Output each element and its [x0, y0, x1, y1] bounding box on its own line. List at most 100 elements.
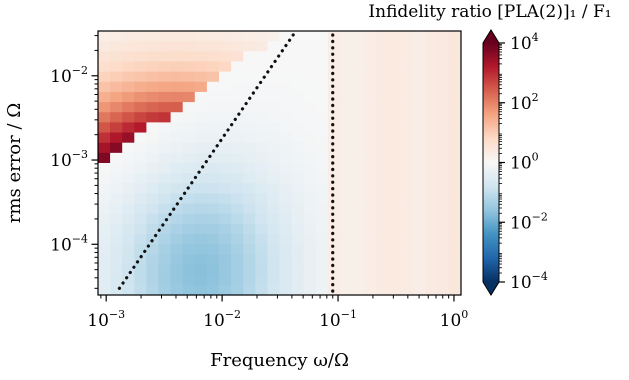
heatmap-cell [364, 274, 377, 286]
heatmap-cell [315, 91, 329, 103]
heatmap-cell [352, 213, 365, 225]
heatmap-cell [315, 234, 329, 245]
heatmap-cell [194, 71, 208, 83]
heatmap-cell [279, 284, 293, 296]
heatmap-cell [122, 31, 135, 42]
heatmap-cell [279, 61, 293, 73]
heatmap-cell [158, 213, 172, 225]
heatmap-cell [134, 102, 147, 113]
heatmap-cell [291, 81, 305, 93]
heatmap-cell [182, 91, 196, 103]
heatmap-cell [412, 264, 426, 276]
heatmap-cell [291, 41, 305, 52]
heatmap-cell [219, 183, 232, 195]
colorbar-tick-label: 10−2 [510, 210, 548, 233]
heatmap-cell [400, 71, 414, 83]
heatmap-cell [303, 213, 317, 225]
heatmap-cell [206, 41, 220, 52]
heatmap-cell [376, 61, 389, 73]
heatmap-cell [364, 203, 377, 215]
heatmap-cell [146, 142, 160, 154]
heatmap-cell [98, 61, 111, 73]
heatmap-cell [219, 264, 232, 276]
heatmap-cell [400, 193, 414, 205]
heatmap-cell [315, 142, 329, 154]
heatmap-cell [303, 142, 317, 154]
heatmap-cell [412, 223, 426, 235]
heatmap-cell [364, 152, 377, 164]
heatmap-cell [279, 274, 293, 286]
heatmap-cell [243, 71, 256, 83]
heatmap-cell [279, 71, 293, 83]
heatmap-cell [400, 51, 414, 63]
heatmap-cell [134, 193, 147, 205]
heatmap-cell [194, 81, 208, 93]
heatmap-cell [267, 81, 281, 93]
heatmap-cell [158, 61, 172, 73]
heatmap-cell [122, 51, 135, 63]
heatmap-cell [231, 71, 244, 83]
heatmap-cell [291, 102, 305, 113]
heatmap-cell [436, 91, 450, 103]
heatmap-cell [279, 264, 293, 276]
heatmap-cell [376, 71, 389, 83]
heatmap-cell [122, 183, 135, 195]
heatmap-cell [231, 152, 244, 164]
heatmap-cell [255, 81, 268, 93]
heatmap-cell [291, 91, 305, 103]
heatmap-cell [122, 81, 135, 93]
heatmap-cell [243, 122, 256, 134]
heatmap-cell [231, 234, 244, 245]
heatmap-cell [388, 163, 402, 174]
heatmap-cell [448, 203, 462, 215]
heatmap-cell [110, 112, 123, 123]
heatmap-cell [146, 274, 160, 286]
heatmap-cell [424, 213, 438, 225]
heatmap-cell [182, 132, 196, 144]
heatmap-cell [340, 223, 353, 235]
heatmap-cell [146, 254, 160, 266]
heatmap-cell [340, 61, 353, 73]
heatmap-cell [279, 183, 293, 195]
heatmap-cell [194, 183, 208, 195]
heatmap-cell [219, 274, 232, 286]
diagonal-dotted-line [117, 31, 296, 290]
heatmap-cell [315, 284, 329, 296]
heatmap-cell [436, 203, 450, 215]
heatmap-cell [400, 61, 414, 73]
heatmap-cell [134, 173, 147, 184]
heatmap-cell [327, 193, 341, 205]
heatmap-cell [194, 91, 208, 103]
y-axis: 10−4 10−3 10−2 [50, 35, 98, 289]
plot-frame [97, 30, 462, 296]
heatmap-cell [170, 223, 184, 235]
heatmap-cell [327, 163, 341, 174]
heatmap-cell [400, 132, 414, 144]
heatmap-cell [424, 163, 438, 174]
heatmap-cell [110, 102, 123, 113]
heatmap-cell [146, 173, 160, 184]
heatmap-cell [436, 81, 450, 93]
heatmap-cell [303, 254, 317, 266]
heatmap-cell [364, 51, 377, 63]
heatmap-cell [182, 274, 196, 286]
heatmap-cell [448, 91, 462, 103]
heatmap-cell [146, 152, 160, 164]
heatmap-cell [436, 254, 450, 266]
heatmap-cell [231, 213, 244, 225]
heatmap-cell [170, 244, 184, 255]
heatmap-cell [110, 223, 123, 235]
heatmap-cell [376, 173, 389, 184]
heatmap-cell [412, 102, 426, 113]
heatmap-cell [327, 213, 341, 225]
heatmap-cell [291, 183, 305, 195]
heatmap-cell [424, 264, 438, 276]
heatmap-cell [267, 183, 281, 195]
heatmap-cell [98, 31, 111, 42]
heatmap-cell [400, 142, 414, 154]
heatmap-cell [170, 152, 184, 164]
heatmap-cell [279, 173, 293, 184]
heatmap-cell [255, 183, 268, 195]
heatmap-cell [231, 31, 244, 42]
heatmap-cell [424, 203, 438, 215]
